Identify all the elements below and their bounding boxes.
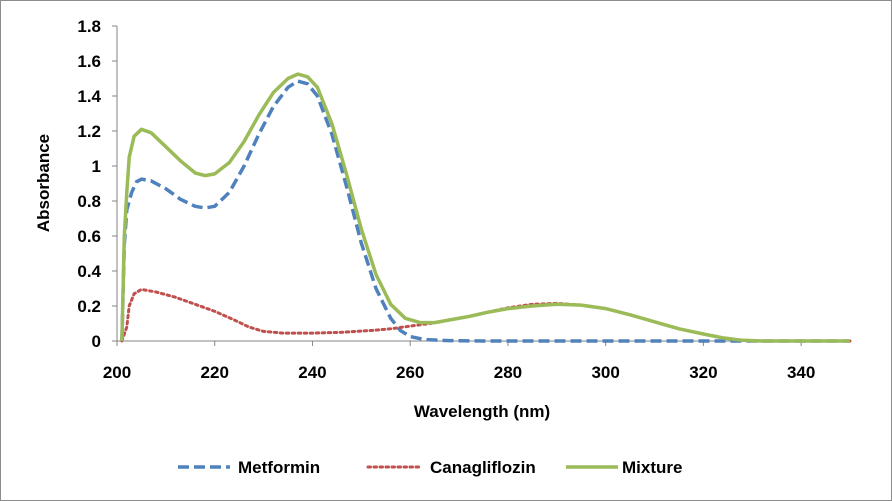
- series-layer: [120, 72, 852, 343]
- legend-label-metformin: Metformin: [238, 458, 320, 477]
- y-tick-label: 0.8: [77, 192, 101, 211]
- x-tick-label: 200: [103, 363, 131, 382]
- y-tick-label: 0.2: [77, 297, 101, 316]
- x-tick-label: 300: [591, 363, 619, 382]
- x-tick-label: 340: [787, 363, 815, 382]
- series-line-canagliflozin: [120, 287, 852, 343]
- y-tick-label: 0.6: [77, 227, 101, 246]
- legend: Metformin Canagliflozin Mixture: [178, 458, 682, 477]
- y-tick-label: 0: [92, 332, 101, 351]
- legend-label-canagliflozin: Canagliflozin: [430, 458, 536, 477]
- y-tick-label: 0.4: [77, 262, 101, 281]
- axes: 0 0.2 0.4 0.6 0.8 1 1.2 1.4 1.6 1.8 200 220 240 260 28…: [77, 17, 850, 382]
- y-tick-label: 1.2: [77, 122, 101, 141]
- x-tick-label: 320: [689, 363, 717, 382]
- x-tick-label: 220: [201, 363, 229, 382]
- x-tick-label: 280: [494, 363, 522, 382]
- x-axis-title: Wavelength (nm): [414, 402, 550, 421]
- y-tick-label: 1.6: [77, 52, 101, 71]
- x-tick-label: 260: [396, 363, 424, 382]
- legend-label-mixture: Mixture: [622, 458, 682, 477]
- series-line-metformin: [120, 79, 850, 343]
- y-tick-label: 1.8: [77, 17, 101, 36]
- series-line-mixture: [120, 72, 850, 343]
- y-tick-label: 1.4: [77, 87, 101, 106]
- y-tick-label: 1: [92, 157, 101, 176]
- y-axis-title: Absorbance: [34, 134, 53, 232]
- x-tick-label: 240: [298, 363, 326, 382]
